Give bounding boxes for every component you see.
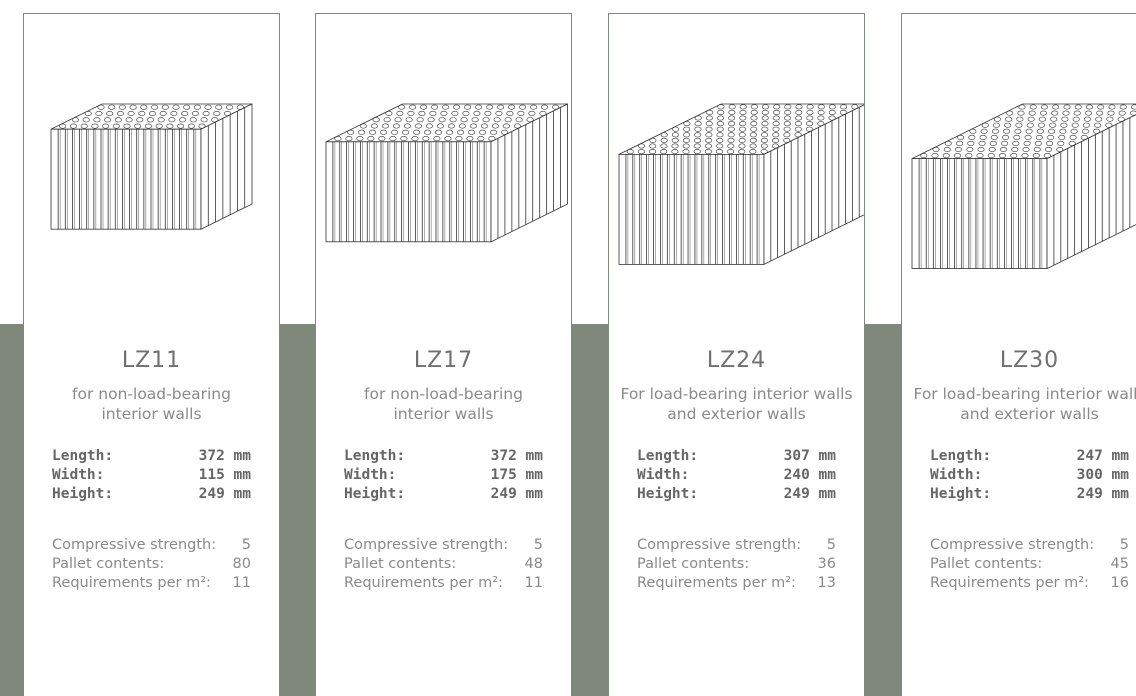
spec-value: 16 [1110,575,1129,591]
dimension-value: 372 mm [490,448,543,464]
spec-label: Pallet contents: [52,556,165,572]
product-card-lz11[interactable]: LZ11 for non-load-bearing interior walls L… [23,13,280,696]
dimensions-list: Length: 307 mm Width: 240 mm Height: 249 mm [637,447,836,504]
spec-label: Requirements per m²: [52,575,211,591]
specs-list: Compressive strength: 5 Pallet contents: 80… [52,536,251,593]
product-title: LZ11 [121,348,182,373]
product-card-lz17[interactable]: LZ17 for non-load-bearing interior walls L… [315,13,572,696]
spec-row: Requirements per m²: 11 [52,574,251,593]
dimension-row: Length: 372 mm [344,447,543,466]
brick-block-cube-icon [902,94,1136,334]
dimension-label: Height: [637,486,699,502]
dimension-value: 247 mm [1076,448,1129,464]
dimension-value: 249 mm [1076,486,1129,502]
spec-value: 36 [817,556,836,572]
spec-label: Compressive strength: [344,537,509,553]
spec-row: Compressive strength: 5 [52,536,251,555]
spec-value: 5 [533,537,543,553]
dimension-value: 115 mm [198,467,251,483]
dimension-row: Height: 249 mm [344,485,543,504]
spec-label: Requirements per m²: [930,575,1089,591]
spec-label: Pallet contents: [344,556,457,572]
brick-block-narrow-icon [24,94,279,334]
spec-row: Requirements per m²: 13 [637,574,836,593]
product-description: for non-load-bearing interior walls [364,385,523,423]
dimension-row: Height: 249 mm [52,485,251,504]
dimension-value: 175 mm [490,467,543,483]
dimension-value: 240 mm [783,467,836,483]
spec-row: Pallet contents: 80 [52,555,251,574]
spec-label: Requirements per m²: [637,575,796,591]
dimension-label: Width: [344,467,397,483]
product-title: LZ24 [706,348,767,373]
dimension-row: Width: 175 mm [344,466,543,485]
spec-value: 80 [232,556,251,572]
dimension-value: 307 mm [783,448,836,464]
spec-row: Requirements per m²: 16 [930,574,1129,593]
spec-value: 48 [524,556,543,572]
dimension-value: 300 mm [1076,467,1129,483]
dimension-label: Height: [930,486,992,502]
brick-block-wide-icon [609,94,864,334]
dimension-row: Width: 300 mm [930,466,1129,485]
dimensions-list: Length: 372 mm Width: 175 mm Height: 249 mm [344,447,543,504]
dimension-value: 372 mm [198,448,251,464]
spec-row: Compressive strength: 5 [637,536,836,555]
dimension-label: Length: [637,448,699,464]
dimension-label: Height: [344,486,406,502]
specs-list: Compressive strength: 5 Pallet contents: 48… [344,536,543,593]
dimension-row: Length: 247 mm [930,447,1129,466]
spec-label: Pallet contents: [637,556,750,572]
spec-row: Requirements per m²: 11 [344,574,543,593]
dimension-row: Width: 115 mm [52,466,251,485]
dimension-row: Width: 240 mm [637,466,836,485]
dimension-label: Length: [52,448,114,464]
dimension-value: 249 mm [490,486,543,502]
spec-value: 11 [232,575,251,591]
spec-value: 5 [826,537,836,553]
dimension-row: Height: 249 mm [637,485,836,504]
spec-value: 13 [817,575,836,591]
dimension-label: Length: [930,448,992,464]
product-title: LZ17 [413,348,474,373]
spec-row: Compressive strength: 5 [344,536,543,555]
dimension-row: Length: 372 mm [52,447,251,466]
product-card-lz30[interactable]: LZ30 For load-bearing interior walls and … [901,13,1136,696]
dimension-value: 249 mm [198,486,251,502]
spec-value: 11 [524,575,543,591]
spec-row: Compressive strength: 5 [930,536,1129,555]
brick-block-medium-icon [316,94,571,334]
spec-row: Pallet contents: 45 [930,555,1129,574]
dimension-row: Height: 249 mm [930,485,1129,504]
product-description: for non-load-bearing interior walls [72,385,231,423]
product-title: LZ30 [999,348,1060,373]
dimensions-list: Length: 247 mm Width: 300 mm Height: 249 mm [930,447,1129,504]
spec-label: Compressive strength: [637,537,802,553]
spec-label: Compressive strength: [930,537,1095,553]
product-description: For load-bearing interior walls and exte… [620,385,853,423]
specs-list: Compressive strength: 5 Pallet contents: 36… [637,536,836,593]
dimension-value: 249 mm [783,486,836,502]
dimension-label: Length: [344,448,406,464]
product-description: For load-bearing interior walls and exte… [913,385,1136,423]
product-card-lz24[interactable]: LZ24 For load-bearing interior walls and … [608,13,865,696]
spec-value: 45 [1110,556,1129,572]
dimension-label: Height: [52,486,114,502]
spec-row: Pallet contents: 36 [637,555,836,574]
dimension-label: Width: [52,467,105,483]
spec-value: 5 [241,537,251,553]
spec-row: Pallet contents: 48 [344,555,543,574]
spec-label: Compressive strength: [52,537,217,553]
spec-label: Requirements per m²: [344,575,503,591]
specs-list: Compressive strength: 5 Pallet contents: 45… [930,536,1129,593]
dimension-label: Width: [930,467,983,483]
spec-label: Pallet contents: [930,556,1043,572]
dimension-label: Width: [637,467,690,483]
dimension-row: Length: 307 mm [637,447,836,466]
dimensions-list: Length: 372 mm Width: 115 mm Height: 249 mm [52,447,251,504]
spec-value: 5 [1119,537,1129,553]
